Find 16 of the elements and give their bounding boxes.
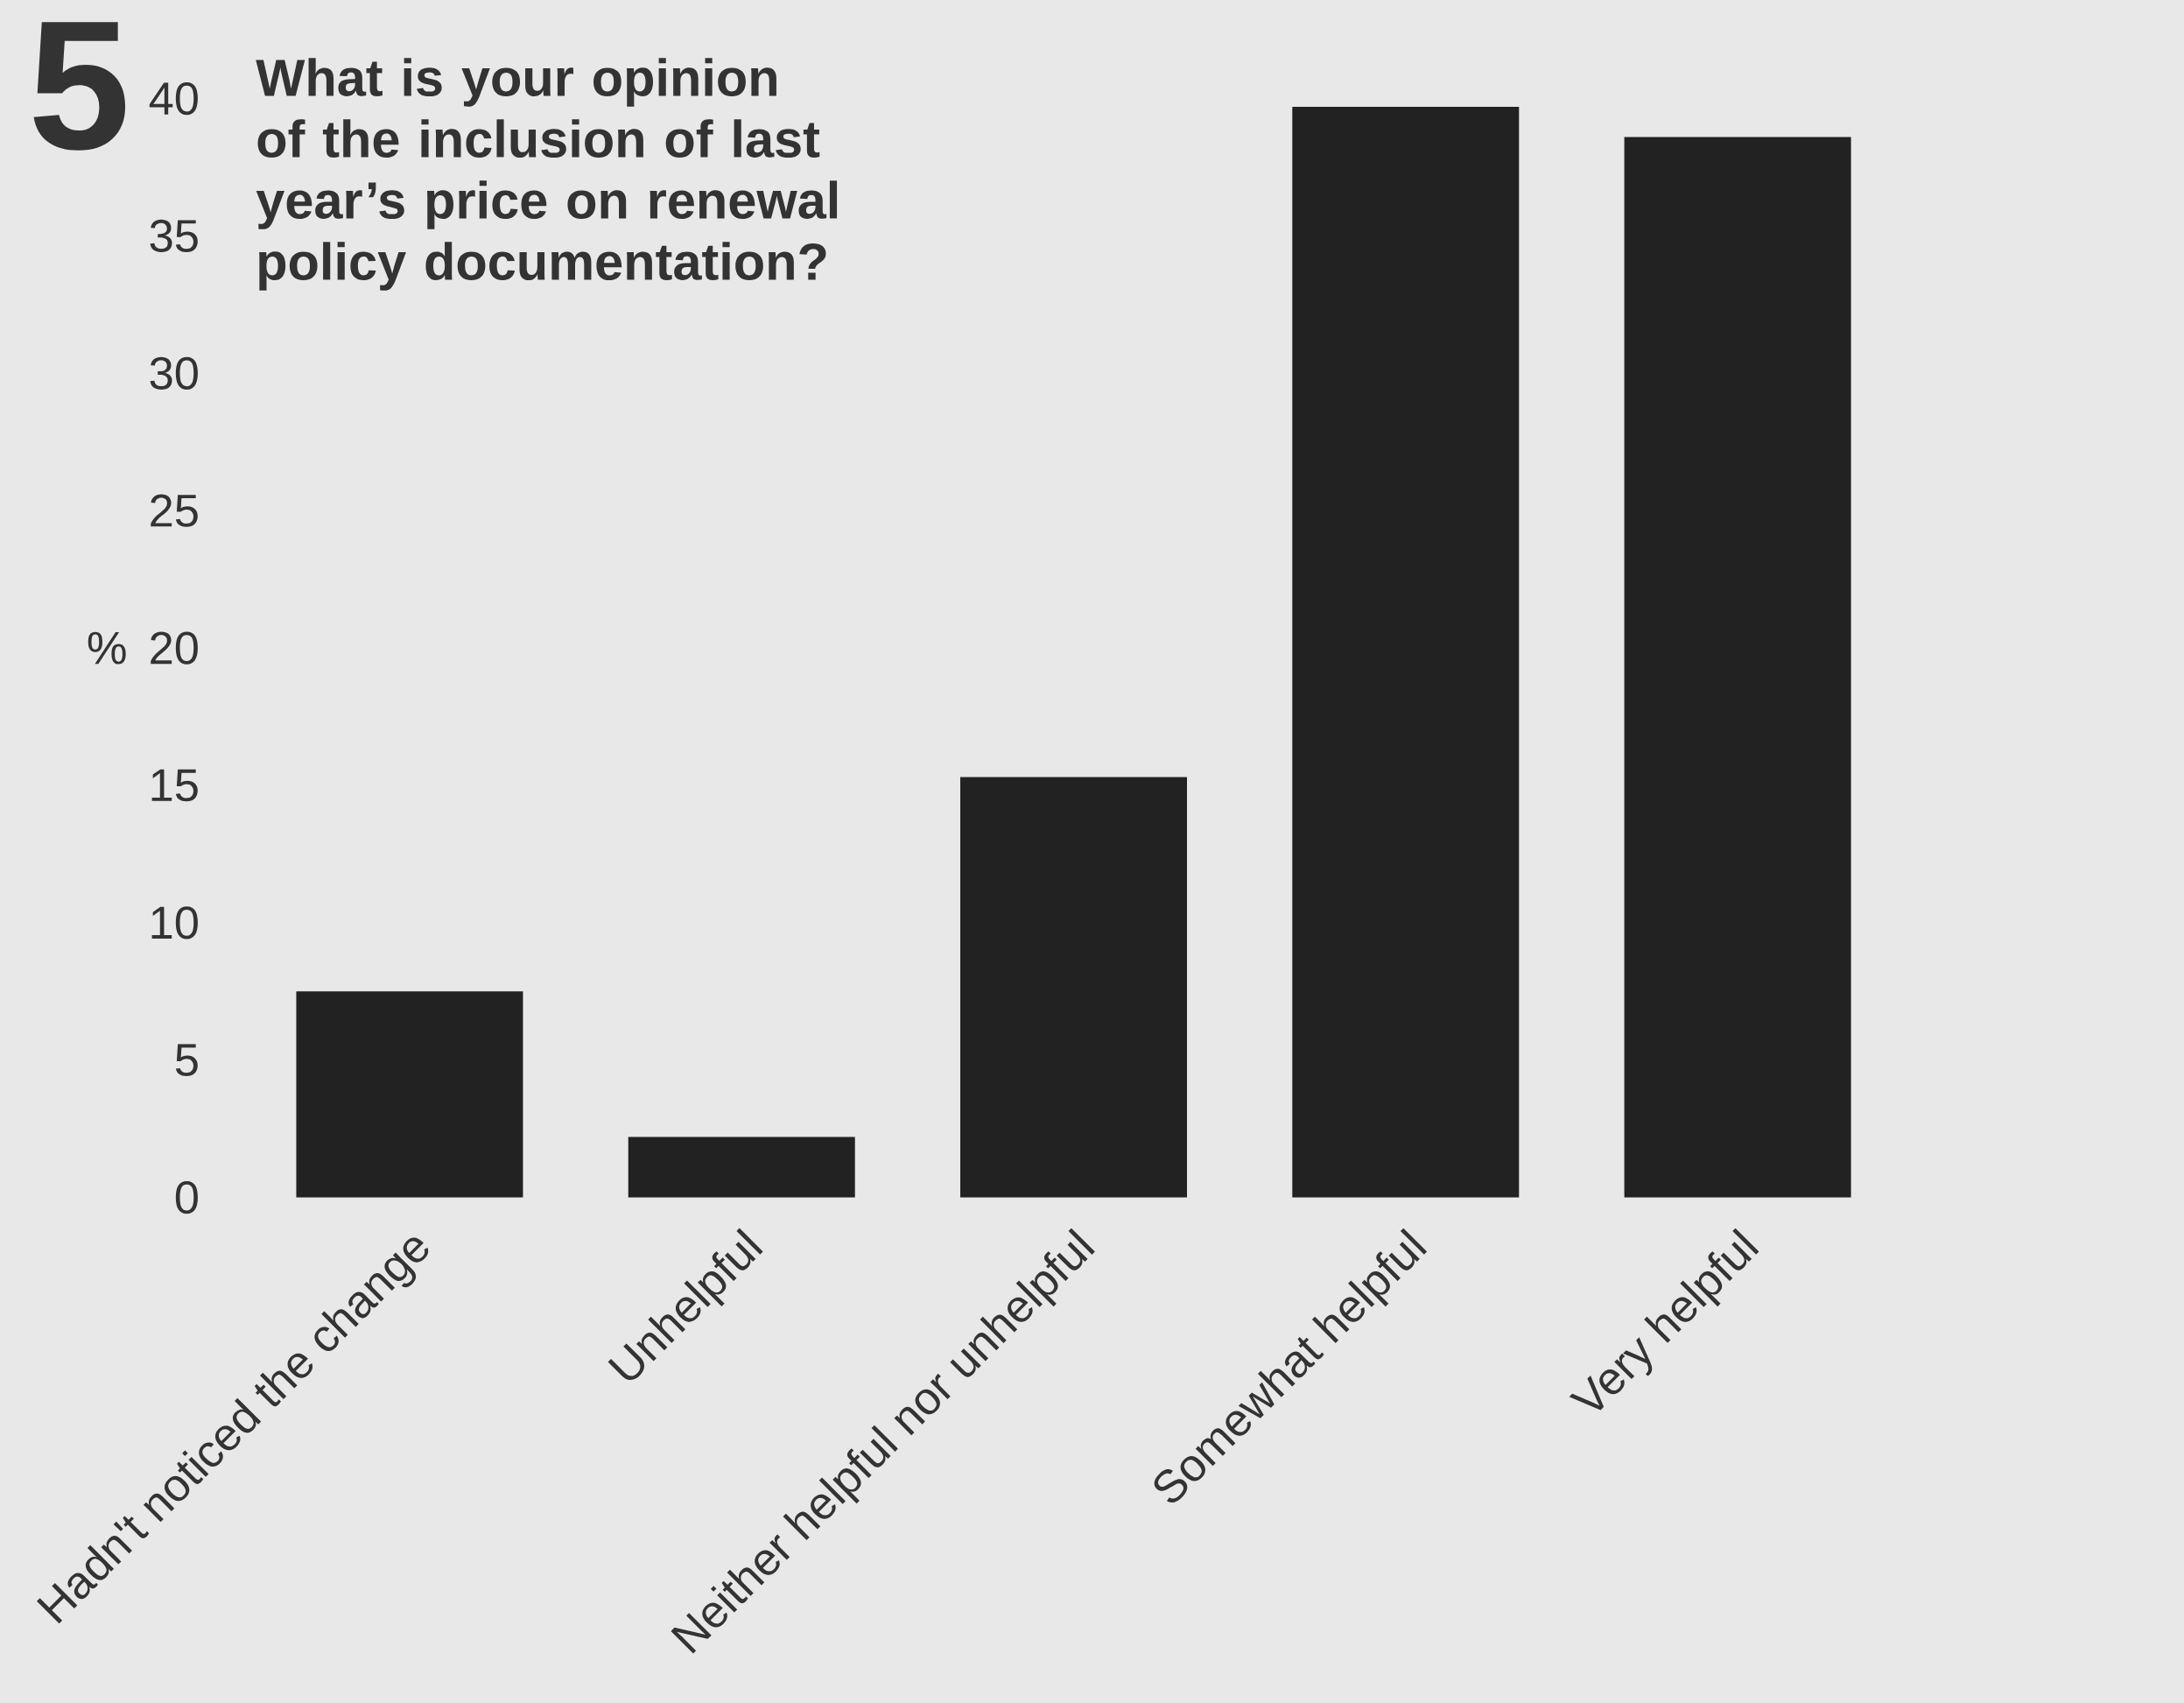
y-tick-label: 30 [150, 356, 198, 390]
y-tick-label: 40 [149, 81, 198, 115]
text: What is your opinion of the inclusion of last year’s price on renewal policy documentation? [256, 58, 838, 291]
y-tick-label: 5 [175, 1044, 198, 1076]
bar [628, 1137, 855, 1198]
y-axis-title: % [88, 631, 126, 665]
y-tick-label: 35 [150, 219, 198, 252]
y-tick-label: 10 [151, 906, 198, 939]
bar [296, 991, 523, 1198]
bar [1624, 137, 1851, 1198]
y-tick-label: 15 [151, 769, 198, 802]
y-tick-label: 20 [151, 631, 198, 665]
y-tick-label: 25 [151, 494, 198, 527]
bar [1292, 106, 1520, 1198]
bar [960, 777, 1188, 1198]
y-tick-label: 0 [175, 1180, 198, 1214]
